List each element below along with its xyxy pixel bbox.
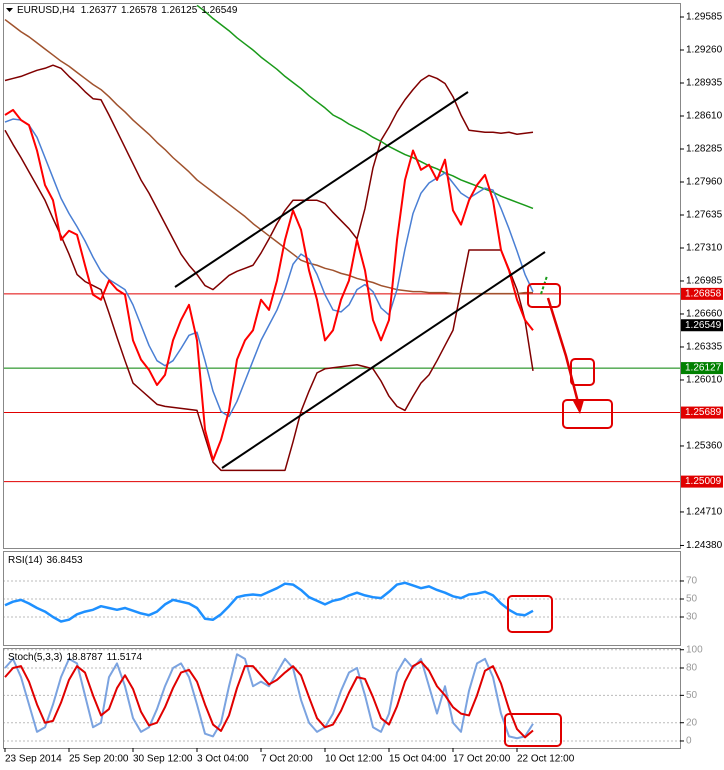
y-tick-label: 1.28935	[686, 78, 723, 89]
header: EURUSD,H4 1.26377 1.26578 1.26125 1.26549	[17, 5, 238, 16]
series-line	[4, 129, 534, 472]
symbol: EURUSD,H4	[17, 5, 75, 16]
y-tick-label: 0	[686, 736, 692, 747]
series-line	[4, 660, 534, 739]
y-tick-label: 1.26335	[686, 342, 723, 353]
y-tick-label: 70	[686, 576, 698, 587]
green-dash	[540, 275, 548, 295]
stoch-box	[504, 713, 562, 747]
menu-triangle	[6, 8, 13, 12]
annotations	[6, 8, 613, 747]
level-tag	[681, 362, 723, 375]
current-price-tag	[681, 319, 723, 332]
high: 1.26578	[121, 5, 158, 16]
target-box	[527, 283, 561, 308]
series-line	[4, 581, 534, 623]
stoch-title: Stoch(5,3,3) 18.8787 11.5174	[8, 652, 142, 663]
y-tick-label: 50	[686, 594, 698, 605]
indicator-name: RSI(14)	[8, 555, 42, 566]
panel-layer	[4, 580, 680, 623]
series-line	[4, 118, 534, 418]
level-label: 1.26858	[685, 289, 722, 300]
x-tick-label: 17 Oct 20:00	[453, 754, 511, 765]
open: 1.26377	[81, 5, 118, 16]
series-line	[4, 653, 534, 740]
level-label: 1.26127	[685, 363, 722, 374]
channel-upper	[174, 91, 469, 288]
level-label: 1.25689	[685, 407, 722, 418]
level-tag	[681, 475, 723, 488]
channel-lower	[221, 251, 546, 469]
series-line	[4, 108, 534, 462]
y-tick-label: 1.24710	[686, 507, 723, 518]
price-panel	[3, 3, 681, 549]
y-tick-label: 1.29585	[686, 12, 723, 23]
target-box	[562, 399, 613, 429]
y-tick-label: 1.25360	[686, 441, 723, 452]
x-tick-label: 3 Oct 04:00	[197, 754, 249, 765]
x-tick-label: 22 Oct 12:00	[517, 754, 575, 765]
readout: 18.8787	[66, 652, 103, 663]
y-tick-label: 50	[686, 690, 698, 701]
readout: 11.5174	[107, 652, 143, 663]
low: 1.26125	[161, 5, 198, 16]
readout: 36.8453	[46, 555, 83, 566]
current-price-label: 1.26549	[685, 320, 722, 331]
panel-layer	[4, 4, 680, 483]
rsi-box	[507, 595, 553, 633]
y-tick-label: 20	[686, 717, 698, 728]
x-tick-label: 25 Sep 20:00	[69, 754, 129, 765]
y-tick-label: 1.28610	[686, 111, 723, 122]
y-tick-label: 30	[686, 612, 698, 623]
y-tick-label: 1.27310	[686, 243, 723, 254]
level-tag	[681, 406, 723, 419]
series-line	[4, 64, 534, 291]
y-tick-label: 80	[686, 663, 698, 674]
y-tick-label: 1.28285	[686, 144, 723, 155]
y-tick-label: 1.24380	[686, 540, 723, 551]
y-tick-label: 1.27635	[686, 210, 723, 221]
arrow-head	[573, 400, 584, 414]
indicator-name: Stoch(5,3,3)	[8, 652, 62, 663]
y-tick-label: 1.26660	[686, 309, 723, 320]
series-line	[4, 18, 533, 295]
close: 1.26549	[201, 5, 238, 16]
y-tick-label: 1.26010	[686, 375, 723, 386]
rsi-title: RSI(14) 36.8453	[8, 555, 83, 566]
x-tick-label: 15 Oct 04:00	[389, 754, 447, 765]
y-tick-label: 1.26985	[686, 276, 723, 287]
x-tick-label: 7 Oct 20:00	[261, 754, 313, 765]
y-tick-label: 1.29260	[686, 45, 723, 56]
x-tick-label: 10 Oct 12:00	[325, 754, 383, 765]
level-label: 1.25009	[685, 476, 722, 487]
x-tick-label: 30 Sep 12:00	[133, 754, 193, 765]
data-layer: 1.29585 1.29260 1.28935 1.28610 1.28285 1.279…	[4, 4, 723, 765]
y-tick-label: 1.27960	[686, 177, 723, 188]
panel-layer	[4, 649, 680, 742]
forecast-arrow	[546, 297, 582, 411]
y-tick-label: 100	[686, 644, 703, 655]
level-tag	[681, 287, 723, 300]
x-tick-label: 23 Sep 2014	[5, 754, 62, 765]
